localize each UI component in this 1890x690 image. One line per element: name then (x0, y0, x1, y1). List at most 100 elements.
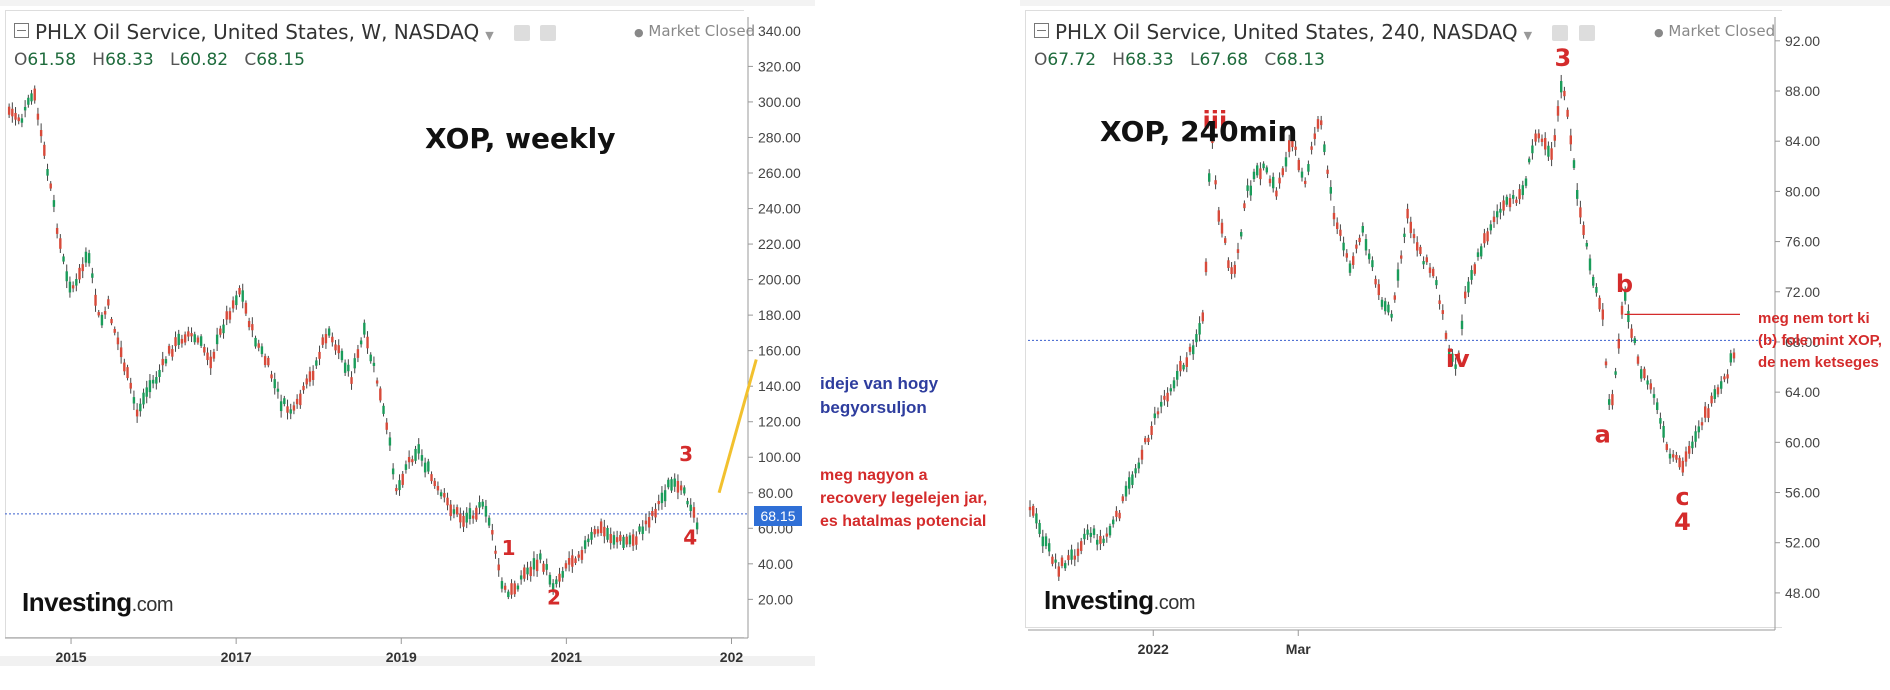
candle-body (190, 333, 193, 337)
chart-frame (1025, 10, 1782, 628)
candle-body (1675, 454, 1678, 460)
candle-body (1054, 559, 1057, 563)
candle-body (276, 388, 280, 392)
candle-body (497, 564, 500, 571)
note-line: recovery legelejen jar, (820, 490, 988, 507)
candle-body (318, 351, 321, 359)
x-tick-label: Mar (1286, 641, 1311, 657)
candle-body (526, 567, 529, 575)
candle-body (1659, 418, 1662, 424)
candle-body (14, 112, 17, 120)
candle-body (484, 505, 488, 517)
ohlc-open: 67.72 (1047, 50, 1097, 70)
candle-body (660, 492, 664, 504)
candle-body (1297, 159, 1300, 171)
candle-body (1598, 297, 1601, 310)
candle-body (219, 328, 222, 335)
candle-body (1425, 257, 1428, 263)
candle-body (1460, 320, 1464, 330)
ohlc-high: 68.33 (1125, 50, 1174, 70)
candle-body (78, 267, 81, 280)
gear-icon[interactable] (1578, 25, 1595, 41)
candle-body (148, 380, 152, 393)
candle-body (180, 338, 184, 344)
candle-body (1672, 454, 1675, 458)
candle-body (462, 515, 465, 527)
candle-body (606, 527, 609, 540)
gear-icon[interactable] (540, 25, 557, 41)
candle-body (356, 349, 360, 358)
candle-body (1224, 238, 1227, 243)
candle-body (1211, 132, 1214, 144)
candle-body (1396, 269, 1400, 281)
candle-body (1457, 352, 1460, 358)
status-dot-icon: ● (634, 26, 644, 39)
candle-body (1227, 260, 1230, 268)
candle-body (628, 535, 632, 545)
candle-body (676, 480, 680, 493)
note-line: es hatalmas potencial (820, 513, 987, 530)
settings-icon[interactable] (1552, 25, 1569, 41)
y-tick-label: 340.00 (758, 23, 801, 39)
candle-body (1595, 286, 1598, 293)
candle-body (619, 535, 622, 542)
candle-body (1198, 323, 1201, 335)
candle-body (513, 583, 516, 595)
candle-body (583, 540, 587, 549)
candle-body (542, 563, 545, 572)
candle-body (33, 88, 36, 101)
candle-body (1048, 543, 1051, 552)
settings-icon[interactable] (514, 25, 531, 41)
candle-body (1348, 263, 1352, 273)
candle-body (644, 520, 648, 525)
candle-body (302, 385, 305, 391)
candle-body (177, 333, 180, 346)
wave-label: 4 (1674, 508, 1691, 536)
candle-body (62, 256, 65, 262)
candle-body (673, 478, 676, 487)
note-line: begyorsuljon (820, 398, 927, 417)
candle-body (116, 337, 120, 345)
candle-body (1073, 555, 1076, 560)
candle-body (1476, 252, 1480, 257)
candle-body (439, 492, 443, 497)
candle-body (183, 334, 187, 343)
candle-body (1678, 457, 1681, 468)
candle-body (625, 536, 628, 545)
candle-body (1569, 135, 1572, 145)
candle-body (1409, 221, 1412, 234)
y-tick-label: 60.00 (1785, 434, 1820, 450)
collapse-icon[interactable] (14, 23, 29, 38)
candle-body (174, 337, 177, 347)
candle-body (1627, 310, 1630, 323)
candle-body (1512, 195, 1515, 199)
collapse-icon[interactable] (1034, 23, 1049, 38)
candle-body (417, 444, 420, 454)
candle-body (612, 535, 616, 545)
candle-body (331, 336, 334, 343)
candle-body (1544, 137, 1547, 150)
ohlc-readout: O67.72 H68.33 L67.68 C68.13 (1034, 50, 1325, 70)
candle-body (1483, 233, 1486, 244)
candle-body (1643, 368, 1646, 379)
candle-body (1390, 313, 1393, 318)
candle-body (1345, 253, 1348, 258)
wave-label: 3 (679, 442, 693, 466)
candle-body (1566, 109, 1569, 117)
x-tick-label: 2022 (1138, 641, 1169, 657)
y-tick-label: 84.00 (1785, 133, 1820, 149)
chevron-down-icon[interactable]: ▼ (1523, 29, 1533, 42)
candle-body (161, 358, 164, 366)
candle-body (1230, 267, 1233, 275)
wave-label: iv (1446, 345, 1470, 373)
candle-body (1384, 301, 1387, 312)
symbol-title: PHLX Oil Service, United States, W, NASD… (35, 20, 480, 44)
candle-body (1249, 185, 1252, 196)
candle-body (1640, 369, 1643, 379)
candle-body (423, 462, 427, 473)
candle-body (1448, 348, 1451, 356)
candle-body (1038, 523, 1041, 534)
chevron-down-icon[interactable]: ▼ (485, 29, 494, 42)
candle-body (327, 328, 331, 336)
candle-body (1377, 284, 1380, 296)
